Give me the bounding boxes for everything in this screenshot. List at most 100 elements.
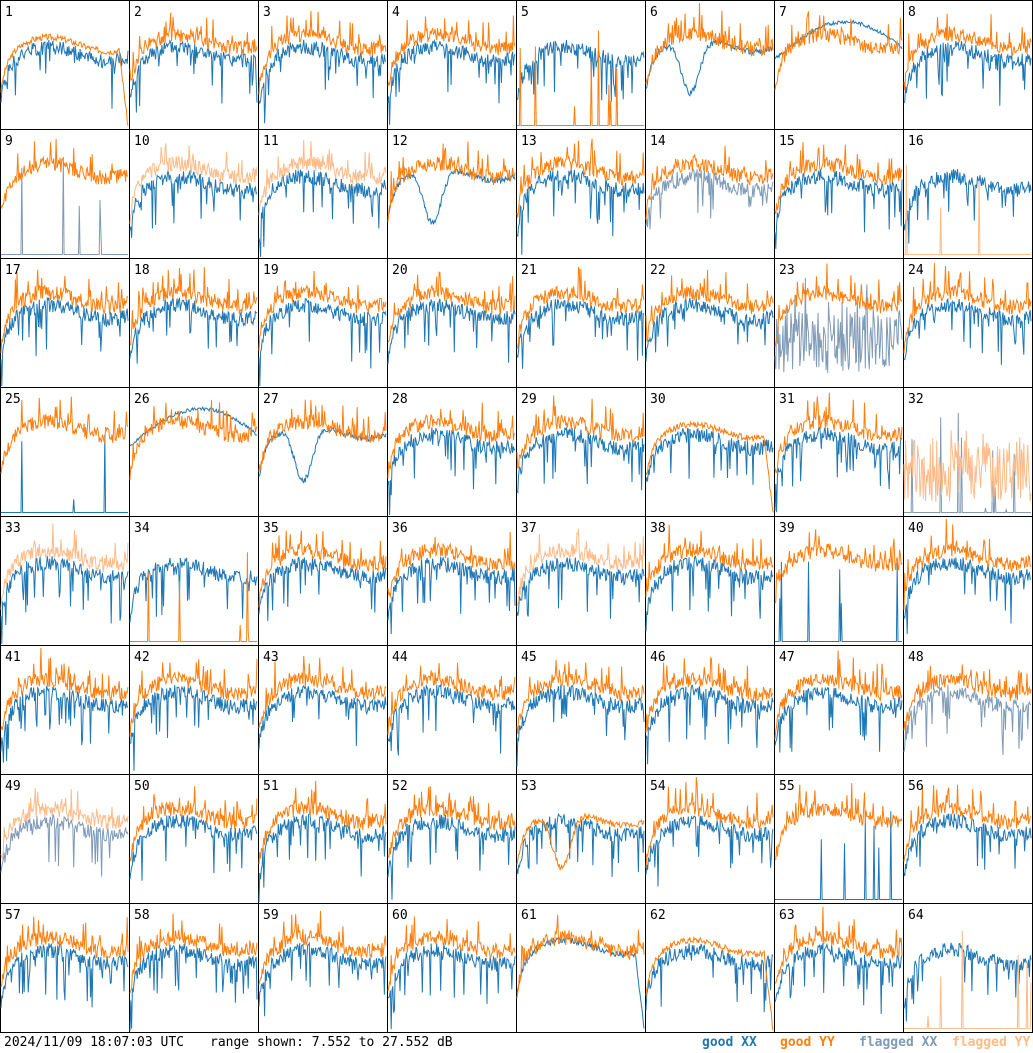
series-xx-good bbox=[0, 686, 129, 763]
series-xx-good bbox=[903, 557, 1032, 635]
series-yy-good bbox=[387, 15, 516, 87]
series-xx-good bbox=[774, 168, 903, 250]
series-xx-good bbox=[0, 296, 129, 387]
panel-frame bbox=[258, 258, 388, 388]
series-xx-good bbox=[388, 943, 516, 1030]
series-xx-good bbox=[645, 684, 774, 765]
panel-label: 43 bbox=[263, 650, 279, 665]
panel-23: 23 bbox=[774, 258, 904, 388]
series-xx-good bbox=[129, 943, 258, 1032]
panel-47: 47 bbox=[774, 645, 904, 775]
series-yy-good bbox=[129, 913, 258, 994]
series-xx-good bbox=[129, 405, 258, 447]
panel-frame bbox=[903, 516, 1033, 646]
panel-1: 1 bbox=[0, 0, 130, 130]
panel-label: 14 bbox=[650, 134, 666, 149]
panel-label: 26 bbox=[134, 392, 150, 407]
panel-label: 7 bbox=[779, 5, 787, 20]
panel-label: 11 bbox=[263, 134, 279, 149]
panel-57: 57 bbox=[0, 903, 130, 1033]
series-xx-good bbox=[1, 434, 128, 513]
series-yy-good bbox=[258, 530, 387, 608]
panel-label: 45 bbox=[521, 650, 537, 665]
series-yy-good bbox=[258, 270, 387, 351]
series-xx-flagged bbox=[645, 167, 774, 230]
series-yy-good bbox=[774, 783, 903, 861]
series-xx-good bbox=[387, 683, 516, 756]
series-yy-good bbox=[645, 145, 774, 220]
series-yy-flagged bbox=[904, 164, 1031, 255]
panel-frame bbox=[0, 129, 130, 259]
panel-30: 30 bbox=[645, 387, 775, 517]
panel-label: 23 bbox=[779, 263, 795, 278]
panel-32: 32 bbox=[903, 387, 1033, 517]
panel-frame bbox=[0, 0, 130, 130]
series-xx-good bbox=[645, 943, 774, 1013]
series-xx-good bbox=[516, 684, 645, 767]
series-yy-good bbox=[645, 657, 774, 733]
panel-34: 34 bbox=[129, 516, 259, 646]
panel-label: 57 bbox=[5, 908, 21, 923]
panel-37: 37 bbox=[516, 516, 646, 646]
series-yy-good bbox=[645, 269, 774, 344]
panel-label: 49 bbox=[5, 779, 21, 794]
panel-frame bbox=[645, 903, 775, 1033]
panel-16: 16 bbox=[903, 129, 1033, 259]
series-xx-good bbox=[258, 684, 387, 750]
series-yy-good bbox=[903, 518, 1032, 610]
series-xx-good bbox=[387, 298, 516, 364]
panel-29: 29 bbox=[516, 387, 646, 517]
panel-11: 11 bbox=[258, 129, 388, 259]
series-yy-good bbox=[516, 267, 645, 350]
series-yy-good bbox=[0, 647, 129, 731]
panel-40: 40 bbox=[903, 516, 1033, 646]
panel-label: 8 bbox=[908, 5, 916, 20]
series-xx-flagged bbox=[0, 813, 129, 877]
panel-18: 18 bbox=[129, 258, 259, 388]
panel-label: 38 bbox=[650, 521, 666, 536]
series-yy-good bbox=[774, 142, 903, 214]
series-xx-good bbox=[645, 555, 774, 632]
series-xx-good bbox=[0, 39, 129, 109]
panel-64: 64 bbox=[903, 903, 1033, 1033]
series-xx-good bbox=[0, 943, 129, 1009]
series-yy-good bbox=[903, 13, 1032, 91]
series-yy-good bbox=[129, 786, 258, 862]
series-yy-good bbox=[645, 776, 774, 869]
series-xx-good bbox=[129, 814, 258, 881]
panel-61: 61 bbox=[516, 903, 646, 1033]
series-yy-good bbox=[774, 392, 903, 474]
panel-38: 38 bbox=[645, 516, 775, 646]
panel-8: 8 bbox=[903, 0, 1033, 130]
series-yy-good bbox=[129, 399, 258, 481]
series-yy-good bbox=[645, 2, 774, 84]
panel-58: 58 bbox=[129, 903, 259, 1033]
panel-21: 21 bbox=[516, 258, 646, 388]
series-xx-good bbox=[258, 169, 387, 258]
series-yy-flagged bbox=[129, 143, 258, 224]
series-yy-good bbox=[0, 33, 129, 127]
series-xx-good bbox=[387, 556, 516, 635]
panel-label: 27 bbox=[263, 392, 279, 407]
series-xx-good bbox=[258, 39, 387, 124]
series-xx-good bbox=[516, 40, 645, 102]
panel-39: 39 bbox=[774, 516, 904, 646]
series-xx-good bbox=[516, 299, 644, 369]
panel-label: 42 bbox=[134, 650, 150, 665]
panel-frame bbox=[258, 0, 388, 130]
series-xx-good bbox=[645, 427, 774, 485]
series-yy-good bbox=[0, 138, 129, 210]
panel-46: 46 bbox=[645, 645, 775, 775]
series-yy-flagged bbox=[516, 529, 645, 606]
panel-35: 35 bbox=[258, 516, 388, 646]
series-xx-good bbox=[645, 815, 774, 887]
series-yy-good bbox=[516, 395, 645, 469]
series-yy-good bbox=[516, 138, 645, 218]
panel-label: 60 bbox=[392, 908, 408, 923]
panel-22: 22 bbox=[645, 258, 775, 388]
panel-label: 44 bbox=[392, 650, 408, 665]
panel-label: 18 bbox=[134, 263, 150, 278]
series-yy-good bbox=[387, 271, 516, 343]
panel-label: 50 bbox=[134, 779, 150, 794]
series-xx-good bbox=[774, 686, 903, 753]
